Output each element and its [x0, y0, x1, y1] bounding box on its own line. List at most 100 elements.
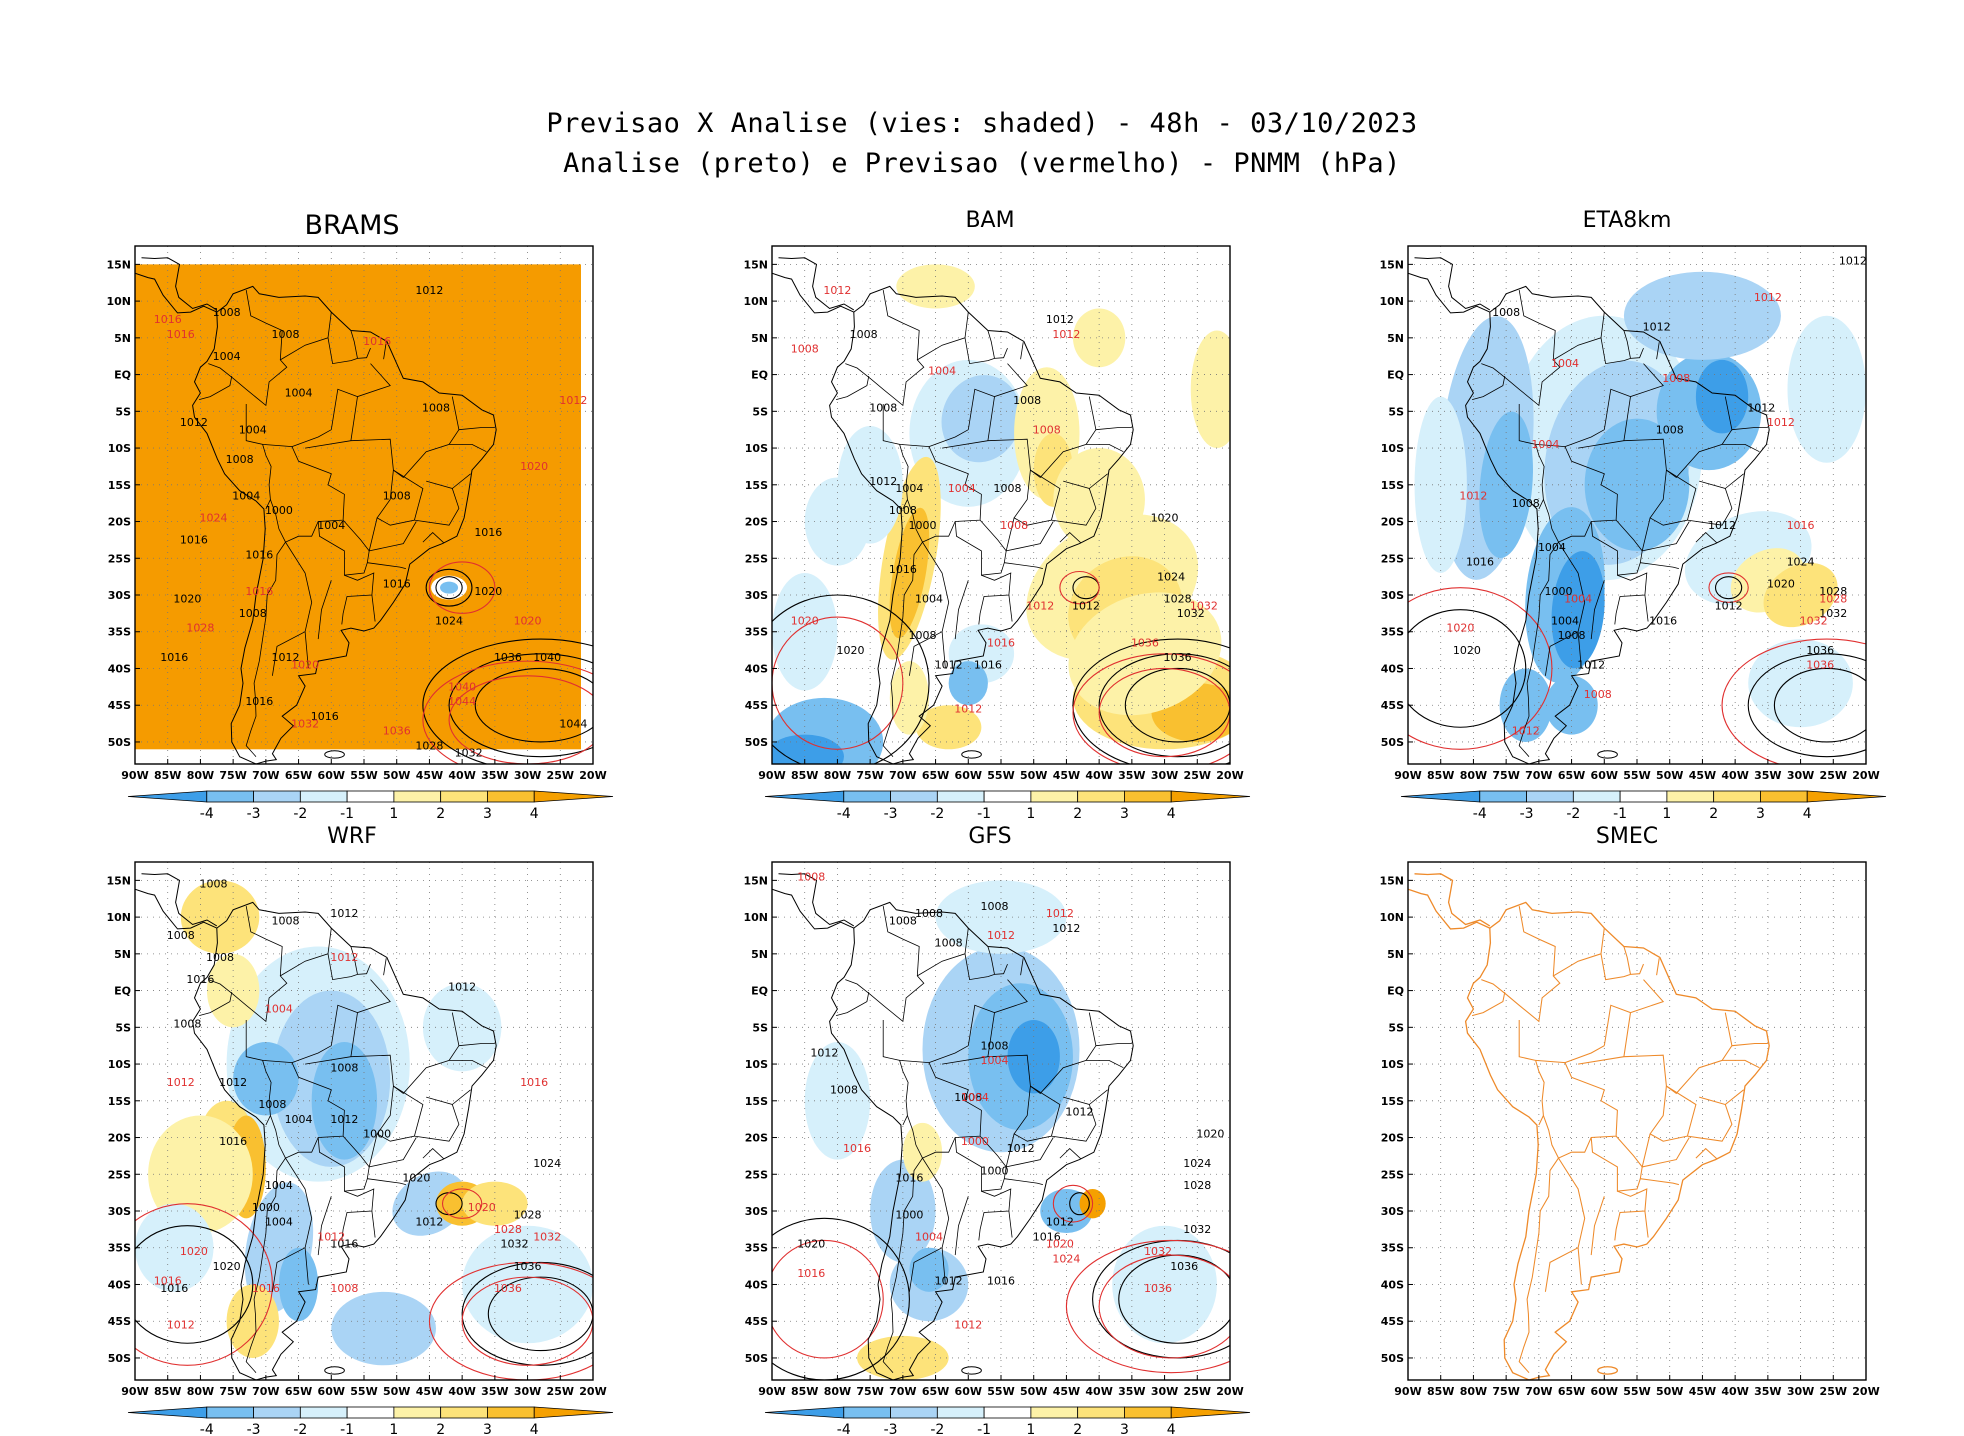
isobar-label-forecast: 1020: [468, 1201, 496, 1214]
bias-patch: [462, 1225, 593, 1344]
isobar-label-analysis: 1020: [1767, 578, 1795, 591]
colorbar-swatch: [936, 1406, 985, 1419]
colorbar-label: -3: [1520, 806, 1534, 822]
country-border: [383, 342, 387, 360]
lon-label: 60W: [318, 769, 345, 782]
isobar-label-analysis: 1004: [232, 489, 260, 502]
lon-label: 85W: [1427, 1385, 1454, 1398]
isobar-label-analysis: 1012: [810, 1047, 838, 1060]
gridlines: [1408, 862, 1866, 1380]
lon-label: 45W: [416, 769, 443, 782]
colorbar-swatch: [206, 790, 254, 803]
lon-label: 55W: [987, 769, 1014, 782]
country-border: [305, 1012, 460, 1094]
lat-label: 10N: [743, 295, 768, 308]
country-border: [1008, 1210, 1013, 1238]
lon-label: 35W: [1754, 1385, 1781, 1398]
colorbar-swatch: [1170, 1406, 1251, 1419]
country-border: [371, 1210, 376, 1238]
country-border: [1590, 580, 1605, 640]
isobar-label-analysis: 1008: [935, 936, 963, 949]
isobar-label-analysis: 1036: [1170, 1260, 1198, 1273]
country-border: [1623, 946, 1632, 975]
lon-label: 80W: [1460, 1385, 1487, 1398]
colorbar-label: -3: [884, 806, 898, 822]
bias-patch: [772, 572, 838, 691]
isobar-label-forecast: 1012: [1767, 416, 1795, 429]
country-border: [317, 1135, 370, 1192]
isobar: [1098, 667, 1230, 758]
isobar-labels: 1012 1008 1012 1012 1008 1008 1012 1004 1016 1024…: [1446, 254, 1867, 738]
isobar-label-analysis: 1000: [252, 1201, 280, 1214]
coastline: [192, 285, 497, 764]
country-border: [317, 519, 370, 576]
lat-label: 5S: [1388, 405, 1404, 418]
gridlines: [135, 246, 593, 764]
country-border: [1471, 376, 1506, 400]
coastline-central-america-north: [141, 873, 218, 927]
country-border: [835, 992, 870, 1016]
lon-label: 20W: [1852, 769, 1879, 782]
coastline-central-america: [772, 888, 855, 930]
lon-label: 70W: [252, 1385, 279, 1398]
colorbar-swatch: [983, 790, 1032, 803]
colorbar-swatch: [1666, 790, 1715, 803]
isobar-label-forecast: 1036: [383, 725, 411, 738]
isobar-label-forecast: 1008: [1662, 372, 1690, 385]
isobar-label-analysis: 1008: [239, 607, 267, 620]
lon-label: 65W: [285, 769, 312, 782]
country-border: [1059, 532, 1082, 544]
lat-label: 15S: [108, 1095, 131, 1108]
isobar-label-analysis: 1000: [895, 1208, 923, 1221]
isobar-label-analysis: 1012: [1839, 254, 1867, 267]
colorbar-swatch: [533, 790, 614, 803]
country-border: [376, 1085, 424, 1142]
country-border: [1008, 594, 1013, 622]
lat-label: 15S: [1381, 479, 1404, 492]
country-border: [330, 1004, 358, 1046]
lat-label: 25S: [108, 552, 131, 565]
lat-label: 25S: [1381, 1168, 1404, 1181]
lat-label: 5S: [752, 1021, 768, 1034]
lat-label: 35S: [1381, 626, 1404, 639]
lat-label: 15N: [106, 258, 131, 271]
lon-label: 25W: [1820, 769, 1847, 782]
colorbar-swatch: [393, 790, 442, 803]
lon-label: 25W: [547, 769, 574, 782]
isobar-label-forecast: 1008: [1584, 688, 1612, 701]
colorbar-label: 3: [1756, 806, 1765, 822]
colorbar-label: 4: [1803, 806, 1812, 822]
bias-shading: [772, 264, 1230, 764]
isobar-label-forecast: 1012: [1512, 725, 1540, 738]
isobar-label-forecast: 1012: [954, 1319, 982, 1332]
lon-label: 30W: [514, 769, 541, 782]
country-border: [1722, 1059, 1760, 1069]
lat-label: 40S: [1381, 662, 1404, 675]
country-border: [208, 290, 288, 407]
colorbar-swatch: [346, 790, 395, 803]
country-border: [1553, 928, 1605, 977]
lon-label: 40W: [448, 769, 475, 782]
country-border: [1649, 469, 1697, 526]
lat-label: 35S: [745, 1242, 768, 1255]
country-border: [458, 1043, 495, 1047]
country-border: [285, 541, 313, 669]
isobar-label-analysis: 1024: [1183, 1157, 1211, 1170]
country-border: [964, 953, 1008, 981]
isobar-label-analysis: 1020: [1196, 1128, 1224, 1141]
pressure-contours: [422, 561, 593, 764]
lon-label: 25W: [1184, 769, 1211, 782]
lon-label: 25W: [1184, 1385, 1211, 1398]
country-border: [280, 928, 332, 977]
isobar-label-analysis: 1028: [514, 1208, 542, 1221]
isobar-label-analysis: 1012: [219, 1076, 247, 1089]
colorbar-swatch: [533, 1406, 614, 1419]
gridlines: [772, 246, 1230, 764]
isobar: [1065, 1239, 1230, 1374]
colorbar-swatch: [1619, 790, 1668, 803]
colorbar-label: 1: [389, 1422, 398, 1436]
colorbar-swatch: [1030, 790, 1079, 803]
isobar-label-analysis: 1008: [954, 1091, 982, 1104]
colorbar: -4 -3 -2 -1 1 2 3 4: [764, 1406, 1251, 1436]
